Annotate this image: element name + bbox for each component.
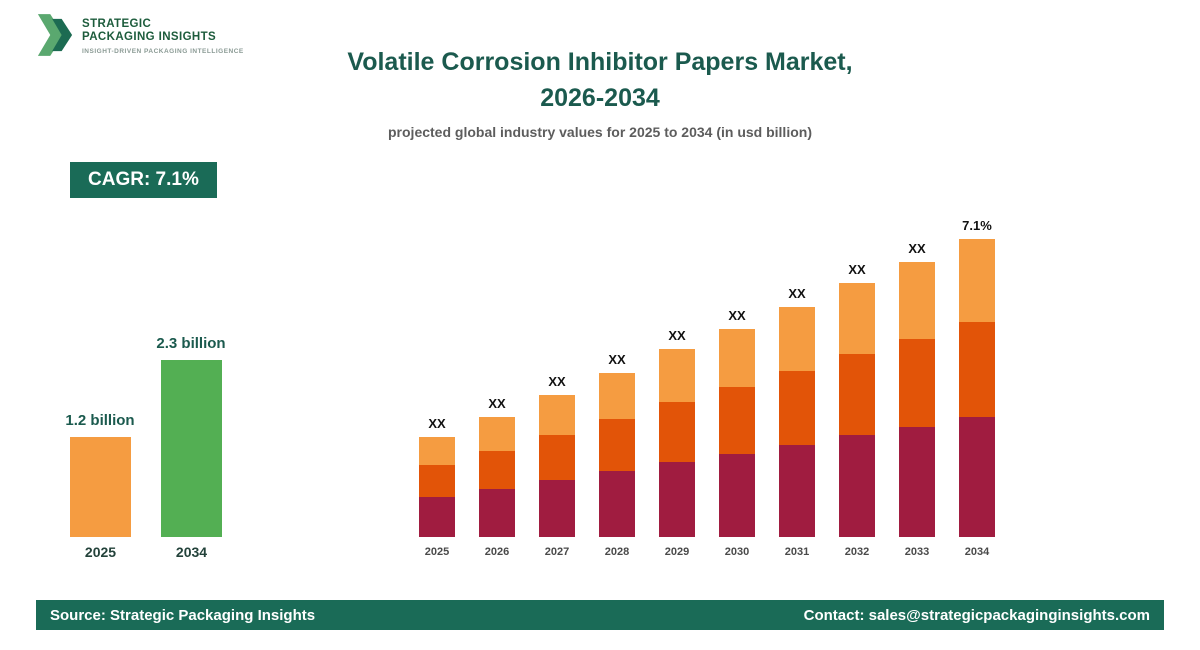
stacked-year-label: 2030 — [724, 546, 750, 558]
stacked-year-label: 2033 — [904, 546, 930, 558]
stacked-bar — [779, 307, 815, 537]
stacked-bar-column: XX 2033 — [887, 217, 947, 560]
stacked-bar-value-label: XX — [668, 328, 686, 343]
segment-light-orange — [899, 262, 935, 339]
brand-logo: STRATEGIC PACKAGING INSIGHTS INSIGHT-DRI… — [36, 12, 244, 58]
stacked-year-label: 2025 — [424, 546, 450, 558]
summary-bar-chart: 1.2 billion 2025 2.3 billion 2034 — [65, 315, 260, 560]
segment-dark-red — [419, 497, 455, 537]
stacked-bar-column: XX 2027 — [527, 217, 587, 560]
segment-dark-orange — [419, 465, 455, 497]
page-title-line1: Volatile Corrosion Inhibitor Papers Mark… — [347, 48, 853, 76]
segment-dark-red — [899, 427, 935, 537]
page-subtitle: projected global industry values for 202… — [388, 124, 812, 140]
footer-source: Source: Strategic Packaging Insights — [50, 606, 316, 624]
segment-light-orange — [479, 417, 515, 451]
stacked-bar-value-label: XX — [788, 286, 806, 301]
segment-dark-red — [539, 480, 575, 537]
brand-tagline: INSIGHT-DRIVEN PACKAGING INTELLIGENCE — [82, 48, 244, 55]
segment-light-orange — [959, 239, 995, 322]
stacked-bar-value-label: XX — [608, 352, 626, 367]
stacked-year-label: 2034 — [964, 546, 990, 558]
segment-dark-orange — [599, 419, 635, 471]
stacked-year-label: 2026 — [484, 546, 510, 558]
segment-light-orange — [599, 373, 635, 419]
segment-dark-orange — [959, 322, 995, 417]
segment-dark-red — [479, 489, 515, 537]
stacked-bar-value-label: 7.1% — [962, 218, 992, 233]
summary-value-label: 2.3 billion — [156, 335, 226, 352]
title-block: Volatile Corrosion Inhibitor Papers Mark… — [0, 44, 1200, 140]
stacked-bar-value-label: XX — [728, 308, 746, 323]
stacked-bar-value-label: XX — [848, 262, 866, 277]
segment-dark-red — [599, 471, 635, 537]
stacked-bar — [899, 262, 935, 537]
summary-bar-column: 2.3 billion 2034 — [156, 315, 225, 560]
segment-light-orange — [419, 437, 455, 465]
segment-dark-orange — [719, 387, 755, 454]
segment-dark-orange — [659, 402, 695, 462]
stacked-year-label: 2029 — [664, 546, 690, 558]
segment-light-orange — [659, 349, 695, 402]
stacked-bar — [959, 239, 995, 537]
stacked-bar-value-label: XX — [488, 396, 506, 411]
summary-bar — [70, 437, 131, 537]
segment-dark-red — [839, 435, 875, 537]
stacked-bar-column: XX 2028 — [587, 217, 647, 560]
stacked-year-label: 2027 — [544, 546, 570, 558]
segment-light-orange — [779, 307, 815, 371]
segment-light-orange — [839, 283, 875, 354]
stacked-bar — [479, 417, 515, 537]
stacked-year-label: 2032 — [844, 546, 870, 558]
segment-dark-red — [959, 417, 995, 537]
brand-chevron-icon — [37, 14, 73, 56]
stacked-bar-column: XX 2032 — [827, 217, 887, 560]
segment-dark-orange — [779, 371, 815, 445]
stacked-bar-column: XX 2026 — [467, 217, 527, 560]
segment-light-orange — [719, 329, 755, 387]
footer-contact: Contact: sales@strategicpackaginginsight… — [803, 606, 1150, 624]
stacked-bar-value-label: XX — [428, 416, 446, 431]
segment-dark-red — [779, 445, 815, 537]
stacked-year-label: 2031 — [784, 546, 810, 558]
stacked-bar-value-label: XX — [548, 374, 566, 389]
footer-bar: Source: Strategic Packaging Insights Con… — [36, 600, 1164, 630]
summary-value-label: 1.2 billion — [65, 412, 135, 429]
stacked-bar — [419, 437, 455, 537]
summary-bar — [161, 360, 222, 537]
brand-text: STRATEGIC PACKAGING INSIGHTS INSIGHT-DRI… — [82, 12, 244, 55]
stacked-bar — [599, 373, 635, 537]
brand-name-line2: PACKAGING INSIGHTS — [82, 31, 217, 43]
stacked-bar-column: XX 2030 — [707, 217, 767, 560]
cagr-badge: CAGR: 7.1% — [70, 162, 217, 198]
stacked-bar-column: 7.1% 2034 — [947, 217, 1007, 560]
summary-year-label: 2025 — [84, 544, 117, 560]
stacked-bar — [839, 283, 875, 537]
segment-dark-orange — [479, 451, 515, 489]
segment-dark-red — [719, 454, 755, 537]
page-title-line2: 2026-2034 — [540, 84, 660, 112]
summary-bar-column: 1.2 billion 2025 — [65, 315, 134, 560]
segment-light-orange — [539, 395, 575, 435]
stacked-bar-column: XX 2031 — [767, 217, 827, 560]
stacked-bar — [659, 349, 695, 537]
brand-name-line1: STRATEGIC — [82, 18, 152, 30]
stacked-bar — [719, 329, 755, 537]
summary-year-label: 2034 — [175, 544, 208, 560]
stacked-bar — [539, 395, 575, 537]
stacked-bar-column: XX 2029 — [647, 217, 707, 560]
segment-dark-orange — [899, 339, 935, 427]
segment-dark-orange — [539, 435, 575, 480]
segment-dark-orange — [839, 354, 875, 435]
segment-dark-red — [659, 462, 695, 537]
stacked-bar-value-label: XX — [908, 241, 926, 256]
stacked-bar-column: XX 2025 — [407, 217, 467, 560]
stacked-bar-chart: XX 2025 XX 2026 XX 2027 XX 2028 XX 2029 XX 2030 XX 20… — [407, 217, 1007, 560]
stacked-year-label: 2028 — [604, 546, 630, 558]
